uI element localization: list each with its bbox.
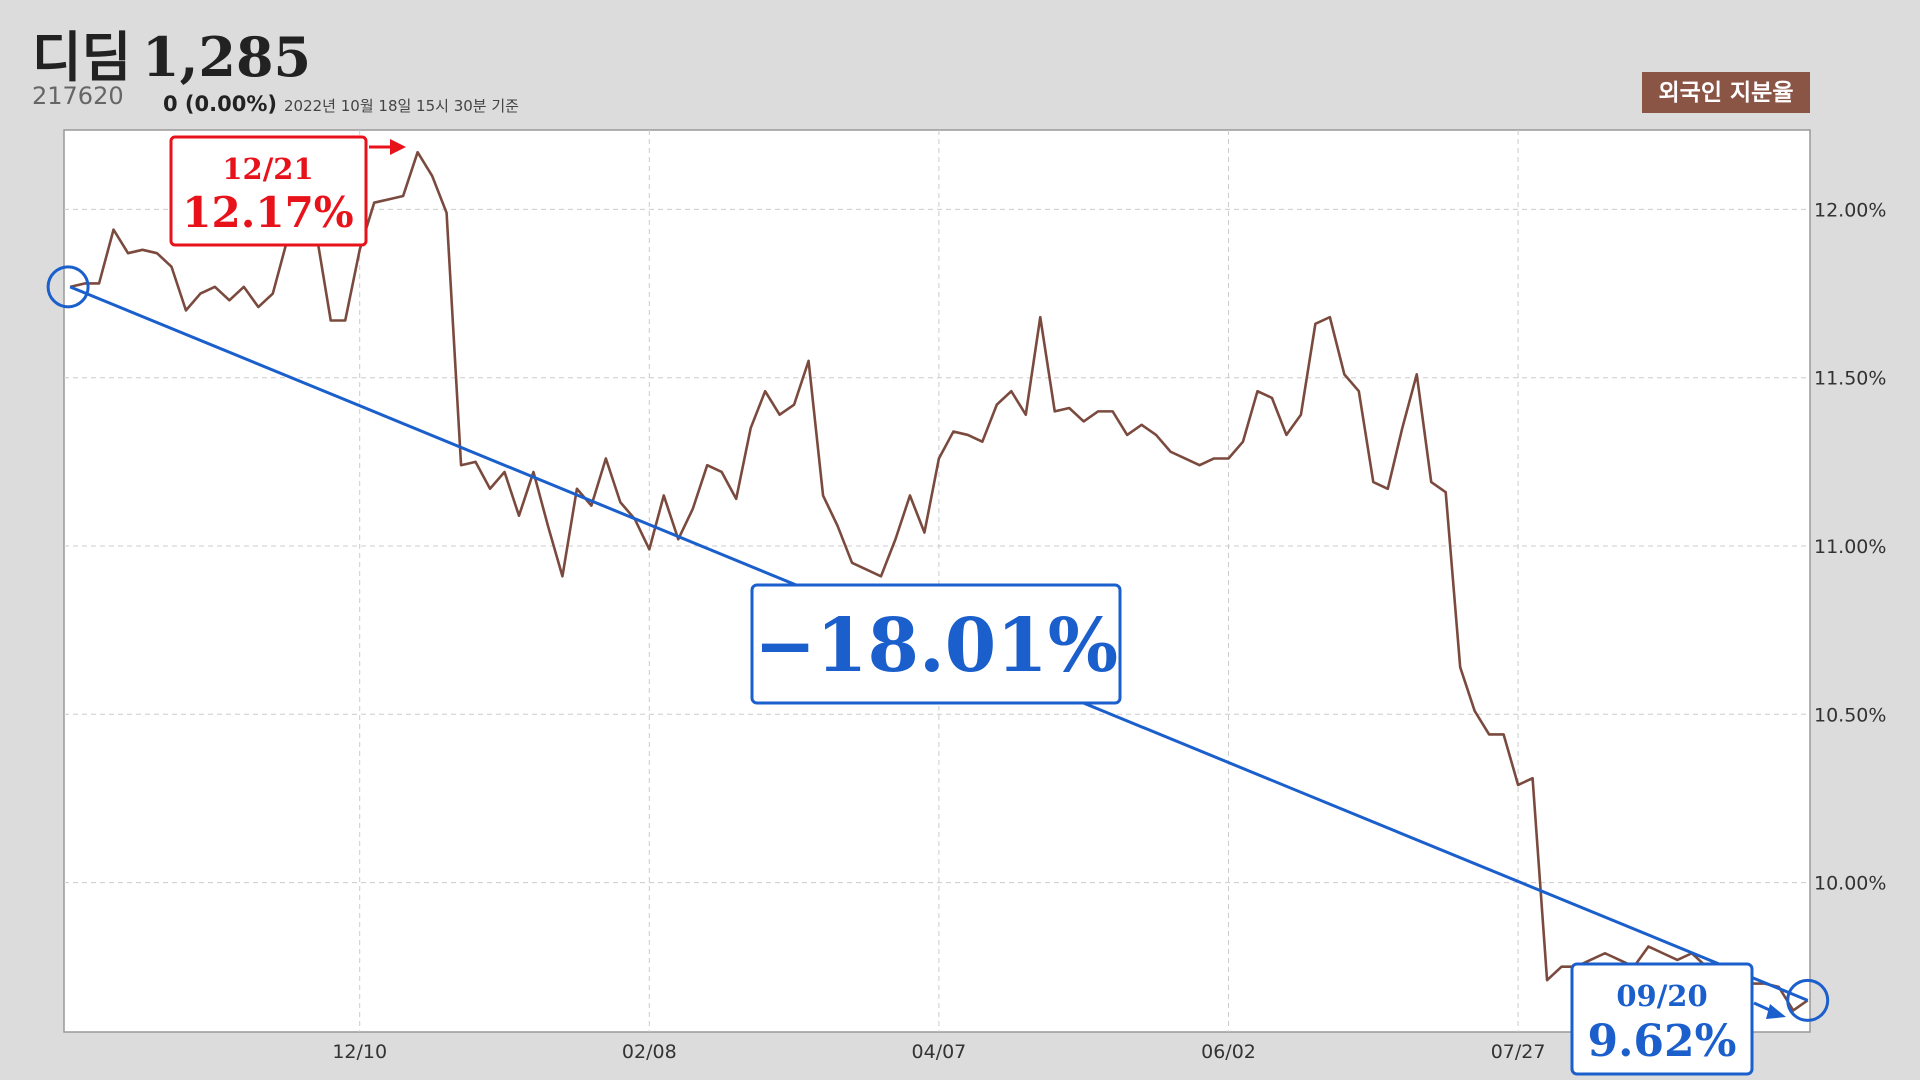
end-marker: [1786, 978, 1830, 1022]
x-tick-label: 12/10: [332, 1041, 387, 1063]
change-box: [750, 583, 1122, 705]
price-change: 0 (0.00%): [163, 92, 277, 116]
x-tick-label: 07/27: [1491, 1041, 1546, 1063]
high-arrow-head: [390, 139, 406, 155]
x-tick-label: 02/08: [622, 1041, 677, 1063]
end-arrow-head: [1766, 1004, 1786, 1019]
y-tick-label: 12.00%: [1814, 199, 1886, 221]
stock-name: 디딤: [32, 26, 131, 89]
x-tick-label: 06/02: [1201, 1041, 1256, 1063]
x-tick-label: 04/07: [912, 1041, 967, 1063]
high-callout-box: [169, 135, 368, 247]
data-line: [69, 150, 1809, 1012]
stock-price: 1,285: [142, 25, 311, 89]
stock-code: 217620: [32, 82, 124, 110]
end-value: 9.62%: [1588, 1016, 1737, 1067]
y-tick-label: 10.00%: [1814, 873, 1886, 895]
change-value: −18.01%: [754, 603, 1118, 689]
plot-area: [63, 129, 1811, 1033]
start-marker: [46, 265, 90, 309]
y-tick-label: 10.50%: [1814, 704, 1886, 726]
y-tick-label: 11.50%: [1814, 368, 1886, 390]
badge: [1642, 72, 1810, 113]
y-tick-label: 11.00%: [1814, 536, 1886, 558]
end-callout-box: [1570, 962, 1754, 1076]
badge-text: 외국인 지분율: [1659, 80, 1794, 106]
timestamp: 2022년 10월 18일 15시 30분 기준: [284, 97, 519, 115]
high-value: 12.17%: [182, 188, 353, 237]
end-date: 09/20: [1616, 979, 1707, 1013]
high-date: 12/21: [222, 152, 313, 186]
